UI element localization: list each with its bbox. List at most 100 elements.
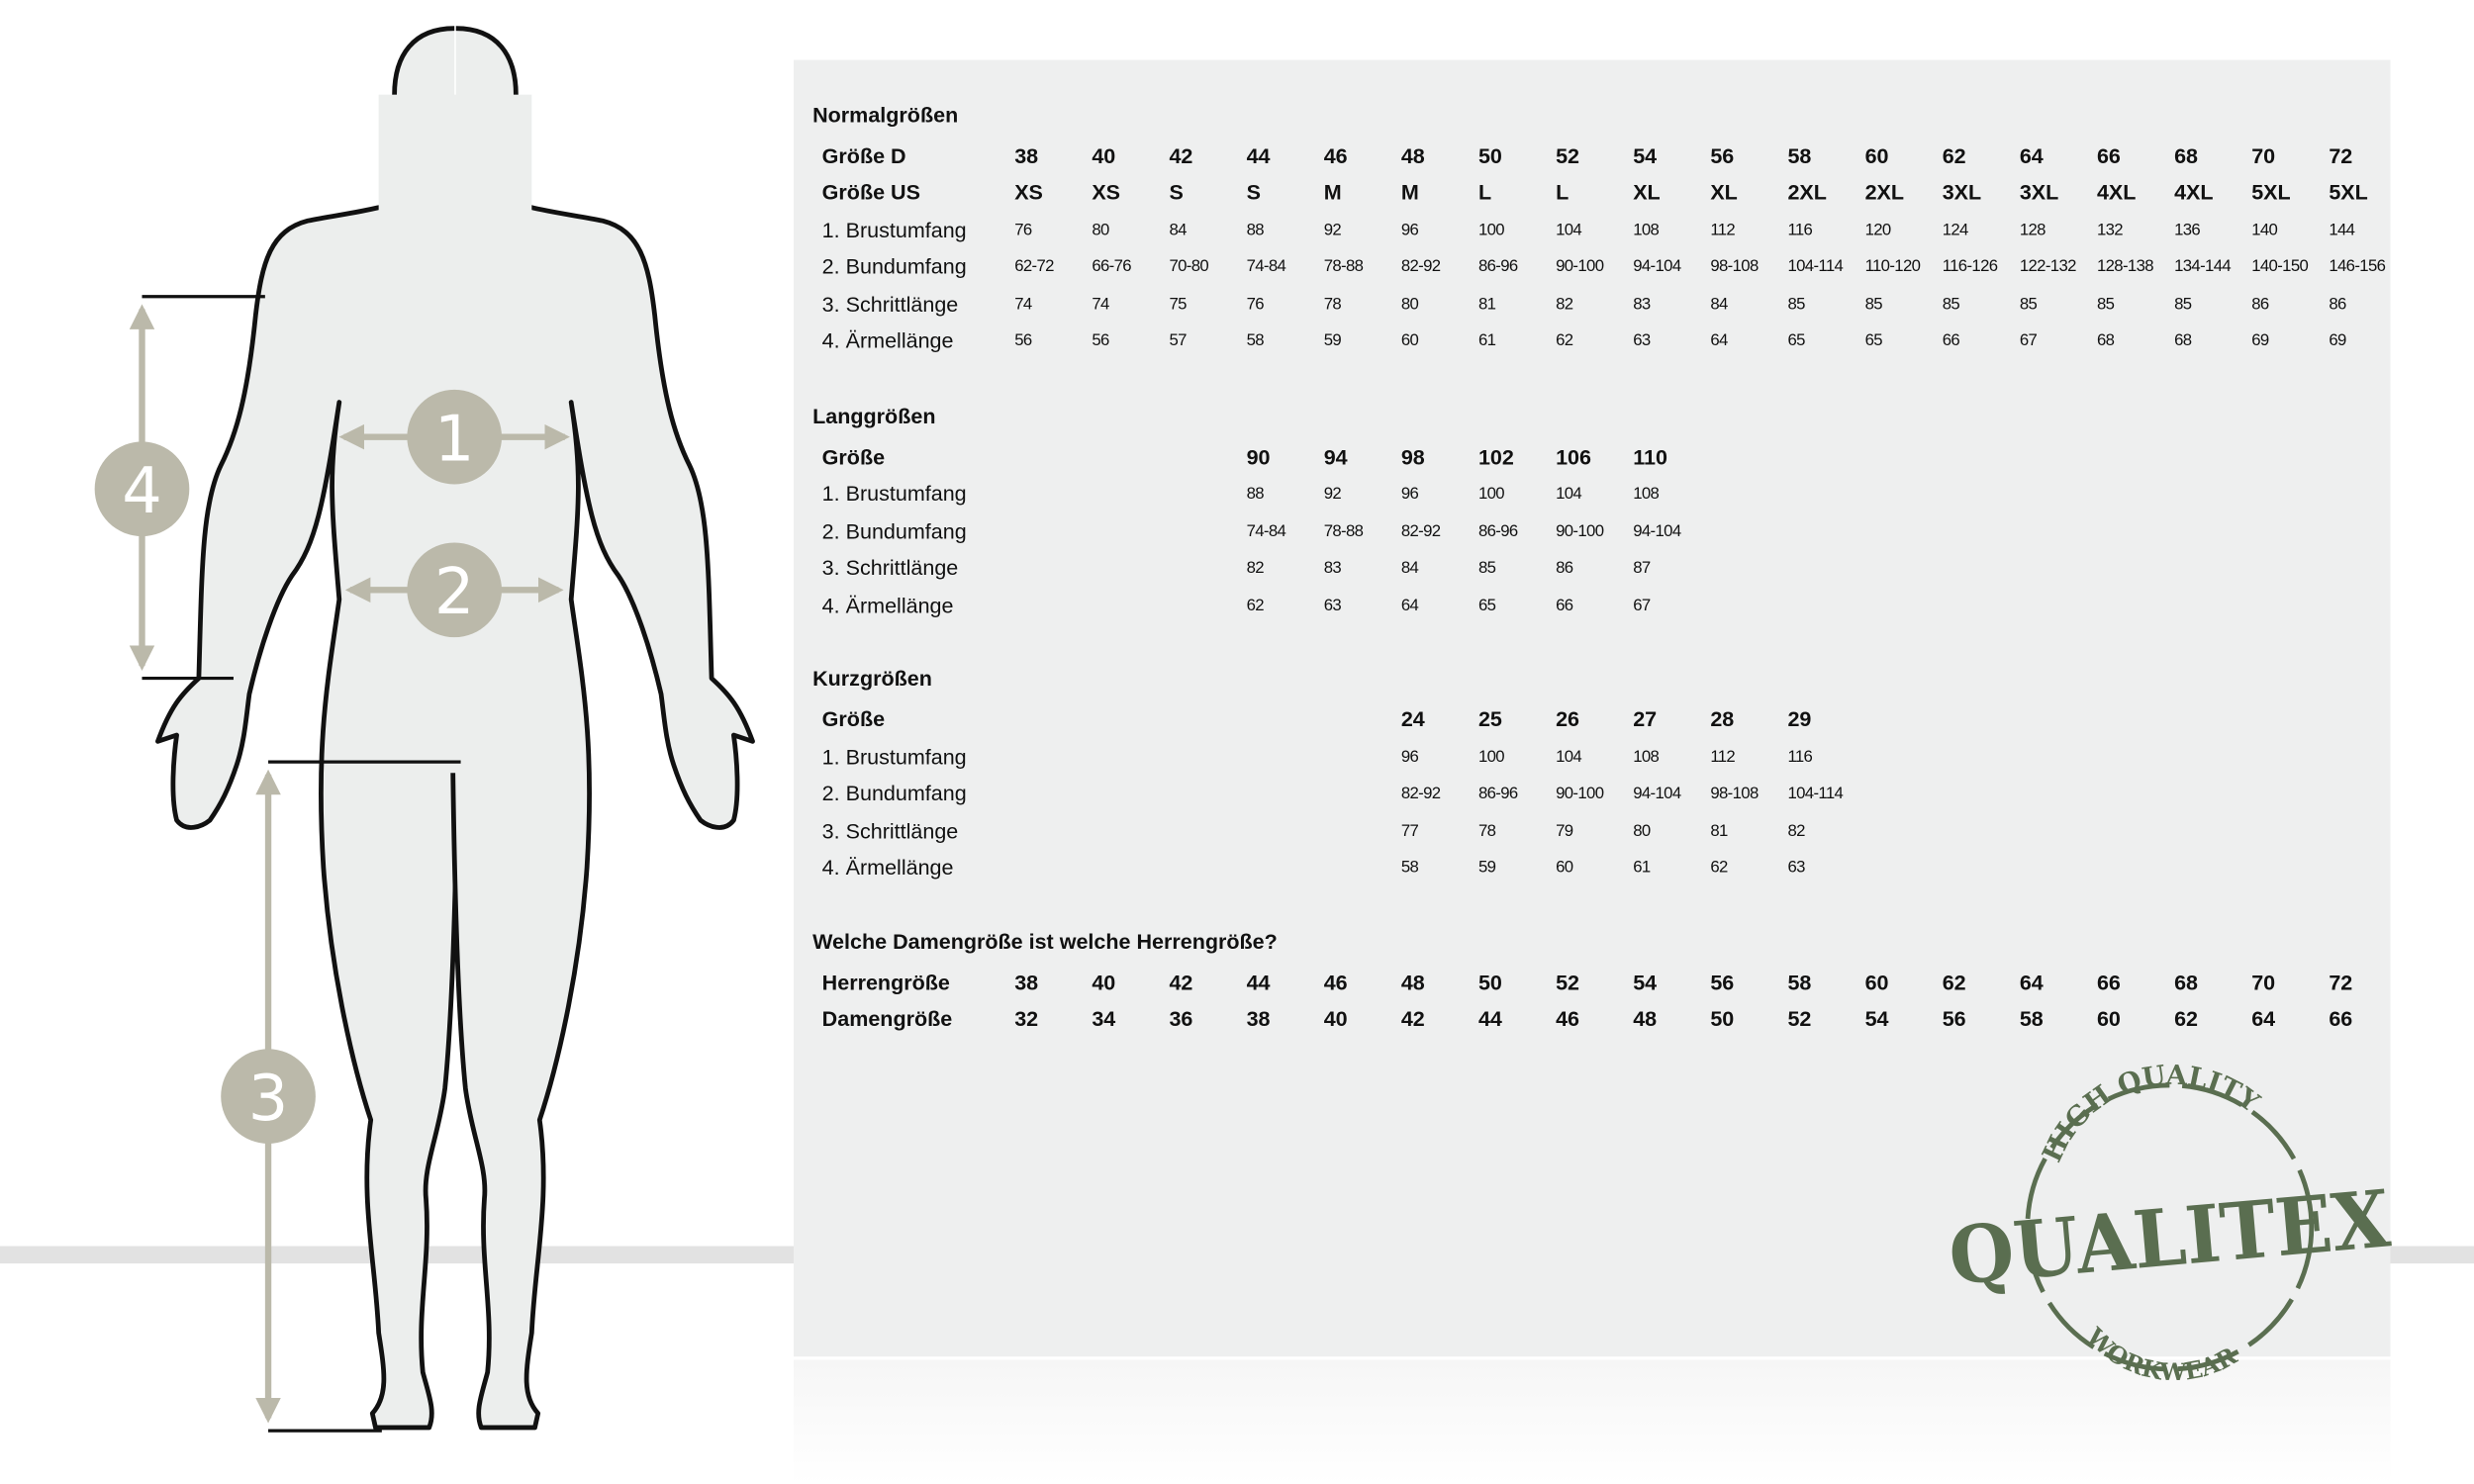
table-cell: 78-88 <box>1323 521 1364 541</box>
table-cell: 86-96 <box>1477 521 1518 541</box>
table-cell: 50 <box>1710 1007 1735 1031</box>
table-cell: 90-100 <box>1556 784 1604 803</box>
table-cell: 5XL <box>2329 180 2368 205</box>
table-cell: 64 <box>2019 143 2044 168</box>
table-cell: 88 <box>1246 221 1265 240</box>
size-table-panel <box>793 59 2391 1357</box>
table-cell: 58 <box>2019 1007 2044 1031</box>
marker-1-label: 1 <box>434 404 475 477</box>
row-label: 2. Bundumfang <box>821 254 967 279</box>
table-cell: 38 <box>1014 143 1039 168</box>
table-cell: 68 <box>2096 330 2115 350</box>
table-cell: 82-92 <box>1400 521 1441 541</box>
table-cell: 74 <box>1092 295 1109 315</box>
table-cell: 146-156 <box>2329 256 2386 277</box>
marker-4-label: 4 <box>122 455 162 528</box>
table-cell: 86 <box>1556 558 1573 578</box>
svg-text:WORKWEAR: WORKWEAR <box>2080 1322 2241 1386</box>
table-cell: 85 <box>2096 295 2115 315</box>
table-cell: 80 <box>1092 221 1109 240</box>
table-cell: 84 <box>1710 295 1728 315</box>
row-label: Herrengröße <box>821 971 950 995</box>
table-cell: 74-84 <box>1246 521 1286 541</box>
section-title: Normalgrößen <box>812 103 959 128</box>
table-cell: 82 <box>1246 558 1265 578</box>
table-cell: 56 <box>1014 330 1032 350</box>
marker-3-label: 3 <box>248 1063 289 1136</box>
row-label: 3. Schrittlänge <box>821 556 959 580</box>
table-cell: 85 <box>1787 295 1805 315</box>
marker-2-label: 2 <box>434 556 475 629</box>
table-cell: 54 <box>1633 971 1658 995</box>
table-cell: 83 <box>1323 558 1342 578</box>
table-cell: 26 <box>1556 707 1580 732</box>
table-cell: 60 <box>1556 858 1573 878</box>
table-cell: 108 <box>1633 747 1660 767</box>
section-title: Welche Damengröße ist welche Herrengröße… <box>812 929 1278 954</box>
table-cell: 67 <box>1633 596 1651 615</box>
table-cell: 74-84 <box>1246 256 1286 277</box>
table-cell: 38 <box>1014 971 1039 995</box>
table-cell: 62 <box>1942 143 1966 168</box>
table-cell: 100 <box>1477 221 1505 240</box>
table-cell: 42 <box>1400 1007 1425 1031</box>
table-cell: 94-104 <box>1633 521 1681 541</box>
table-cell: 63 <box>1633 330 1651 350</box>
row-label: 1. Brustumfang <box>821 218 967 242</box>
table-cell: 64 <box>1400 596 1419 615</box>
svg-text:HIGH QUALITY: HIGH QUALITY <box>2037 1060 2265 1166</box>
table-cell: 80 <box>1400 295 1419 315</box>
table-cell: 52 <box>1556 143 1580 168</box>
table-cell: 65 <box>1477 596 1496 615</box>
table-cell: 85 <box>2019 295 2038 315</box>
table-cell: 54 <box>1633 143 1658 168</box>
table-cell: 128 <box>2019 221 2046 240</box>
table-cell: M <box>1323 180 1342 205</box>
table-cell: 110 <box>1633 445 1667 470</box>
table-cell: 56 <box>1710 971 1735 995</box>
table-cell: 40 <box>1323 1007 1348 1031</box>
logo-top-text: HIGH QUALITY <box>2037 1060 2265 1166</box>
table-cell: 63 <box>1323 596 1342 615</box>
table-cell: XL <box>1710 180 1738 205</box>
table-cell: 124 <box>1942 221 1969 240</box>
table-cell: 104-114 <box>1787 784 1844 803</box>
row-label: Größe <box>821 445 886 470</box>
table-cell: 76 <box>1246 295 1265 315</box>
table-cell: 92 <box>1323 221 1342 240</box>
table-cell: 62 <box>1942 971 1966 995</box>
table-cell: 68 <box>2174 971 2199 995</box>
panel-reflection <box>793 1359 2391 1484</box>
table-cell: 116-126 <box>1942 256 1998 277</box>
table-cell: 42 <box>1169 971 1193 995</box>
table-cell: 70 <box>2251 143 2276 168</box>
table-cell: 86-96 <box>1477 256 1518 277</box>
table-cell: S <box>1169 180 1184 205</box>
table-cell: S <box>1246 180 1261 205</box>
table-cell: 85 <box>1864 295 1883 315</box>
marker-1-circle <box>407 389 503 485</box>
table-cell: 56 <box>1942 1007 1966 1031</box>
table-cell: 69 <box>2329 330 2346 350</box>
table-cell: 42 <box>1169 143 1193 168</box>
table-cell: 87 <box>1633 558 1651 578</box>
table-cell: 78-88 <box>1323 256 1364 277</box>
table-cell: 86 <box>2251 295 2269 315</box>
table-cell: 82-92 <box>1400 256 1441 277</box>
table-cell: 56 <box>1710 143 1735 168</box>
table-cell: 48 <box>1633 1007 1658 1031</box>
table-cell: 90 <box>1246 445 1271 470</box>
table-cell: 57 <box>1169 330 1187 350</box>
logo-brand: QUALITEX <box>1946 1171 2394 1303</box>
table-cell: 68 <box>2174 330 2192 350</box>
row-label: Größe D <box>821 143 906 168</box>
row-label: 1. Brustumfang <box>821 745 967 770</box>
row-label: 3. Schrittlänge <box>821 819 959 844</box>
table-cell: 60 <box>1864 143 1889 168</box>
table-cell: 3XL <box>1942 180 1982 205</box>
table-cell: 2XL <box>1787 180 1827 205</box>
table-cell: 60 <box>2096 1007 2121 1031</box>
table-cell: 94-104 <box>1633 784 1681 803</box>
table-cell: 100 <box>1477 747 1505 767</box>
